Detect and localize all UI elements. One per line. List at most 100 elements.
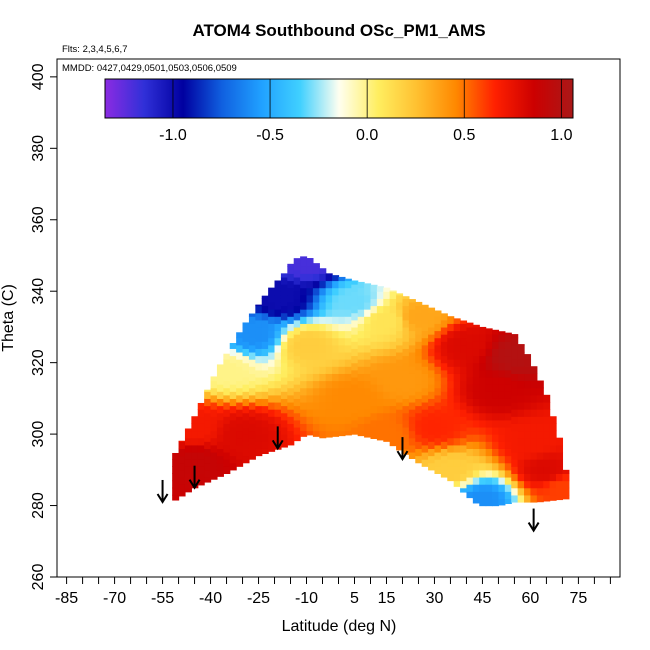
heatmap-cell — [434, 387, 442, 396]
heatmap-cell — [293, 341, 301, 349]
heatmap-cell — [376, 341, 384, 349]
heatmap-cell — [472, 434, 480, 442]
heatmap-cell — [536, 380, 544, 389]
heatmap-cell — [517, 480, 525, 489]
heatmap-cell — [319, 323, 327, 332]
heatmap-cell — [357, 330, 365, 339]
heatmap-cell — [517, 351, 525, 360]
heatmap-cell — [172, 459, 180, 467]
heatmap-cell — [191, 451, 199, 460]
colorbar-ticks: -1.0 -0.5 0.0 0.5 1.0 — [159, 79, 573, 144]
heatmap-cell — [543, 480, 551, 489]
heatmap-cell — [466, 448, 474, 457]
heatmap-cell — [287, 437, 295, 446]
heatmap-cell — [287, 263, 295, 267]
heatmap-cell — [293, 362, 301, 371]
heatmap-cell — [178, 448, 186, 457]
heatmap-cell — [242, 334, 250, 342]
heatmap-cell — [255, 405, 263, 414]
heatmap-cell — [344, 409, 352, 417]
heatmap-cell — [261, 419, 269, 428]
heatmap-cell — [408, 416, 416, 424]
heatmap-cell — [415, 319, 423, 328]
heatmap-cell — [204, 419, 212, 428]
heatmap-cell — [274, 373, 282, 382]
heatmap-cell — [319, 309, 327, 317]
heatmap-cell — [396, 293, 404, 296]
heatmap-cell — [524, 423, 532, 432]
heatmap-cell — [236, 366, 244, 374]
heatmap-cell — [562, 487, 570, 496]
heatmap-cell — [460, 323, 468, 332]
heatmap-cell — [434, 359, 442, 367]
heatmap-cell — [466, 426, 474, 435]
heatmap-cell — [351, 384, 359, 392]
heatmap-cell — [306, 280, 314, 289]
heatmap-cell — [287, 337, 295, 346]
heatmap-cell — [172, 480, 180, 489]
heatmap-cell — [472, 369, 480, 378]
heatmap-cell — [389, 426, 397, 435]
heatmap-cell — [280, 405, 288, 414]
heatmap-cell — [415, 312, 423, 321]
x-tick-label: -70 — [103, 590, 126, 607]
heatmap-cell — [312, 380, 320, 389]
heatmap-cell — [236, 332, 244, 339]
heatmap-cell — [511, 494, 519, 503]
heatmap-cell — [287, 359, 295, 367]
y-tick-label: 280 — [30, 492, 47, 519]
heatmap-cell — [357, 387, 365, 396]
heatmap-cell — [389, 305, 397, 314]
heatmap-cell — [223, 416, 231, 424]
heatmap-cell — [332, 294, 340, 303]
heatmap-cell — [517, 423, 525, 432]
heatmap-cell — [357, 359, 365, 367]
heatmap-cell — [325, 273, 333, 282]
heatmap-cell — [255, 419, 263, 428]
heatmap-cell — [312, 409, 320, 417]
heatmap-cell — [229, 369, 237, 378]
heatmap-cell — [223, 444, 231, 453]
heatmap-cell — [293, 276, 301, 285]
heatmap-cell — [255, 326, 263, 335]
heatmap-cell — [479, 348, 487, 357]
heatmap-cell — [204, 389, 212, 392]
heatmap-cell — [504, 405, 512, 414]
heatmap-cell — [421, 459, 429, 467]
heatmap-cell — [421, 366, 429, 374]
heatmap-cell — [261, 369, 269, 378]
heatmap-cell — [370, 284, 378, 292]
heatmap-cell — [415, 434, 423, 442]
heatmap-cell — [504, 462, 512, 471]
heatmap-cell — [216, 448, 224, 457]
heatmap-cell — [210, 416, 218, 424]
heatmap-cell — [504, 369, 512, 378]
heatmap-cell — [300, 337, 308, 346]
heatmap-cell — [434, 351, 442, 360]
heatmap-cell — [319, 416, 327, 424]
heatmap-cell — [562, 473, 570, 482]
heatmap-cell — [325, 323, 333, 332]
heatmap-cell — [338, 276, 346, 282]
heatmap-cell — [428, 434, 436, 442]
heatmap-cell — [300, 387, 308, 396]
heatmap-cell — [434, 366, 442, 374]
heatmap-cell — [524, 430, 532, 439]
x-tick-label: -85 — [55, 590, 78, 607]
heatmap-cell — [319, 287, 327, 296]
heatmap-cell — [242, 384, 250, 392]
heatmap-cell — [344, 401, 352, 410]
heatmap-cell — [530, 387, 538, 396]
heatmap-cell — [306, 344, 314, 353]
heatmap-cell — [389, 290, 397, 292]
heatmap-cell — [440, 469, 448, 478]
heatmap-cell — [517, 416, 525, 424]
heatmap-cell — [434, 380, 442, 389]
heatmap-cell — [434, 459, 442, 467]
heatmap-cell — [268, 409, 276, 417]
heatmap-cell — [178, 484, 186, 492]
heatmap-cell — [312, 309, 320, 317]
heatmap-cell — [396, 437, 404, 446]
heatmap-cell — [332, 323, 340, 332]
